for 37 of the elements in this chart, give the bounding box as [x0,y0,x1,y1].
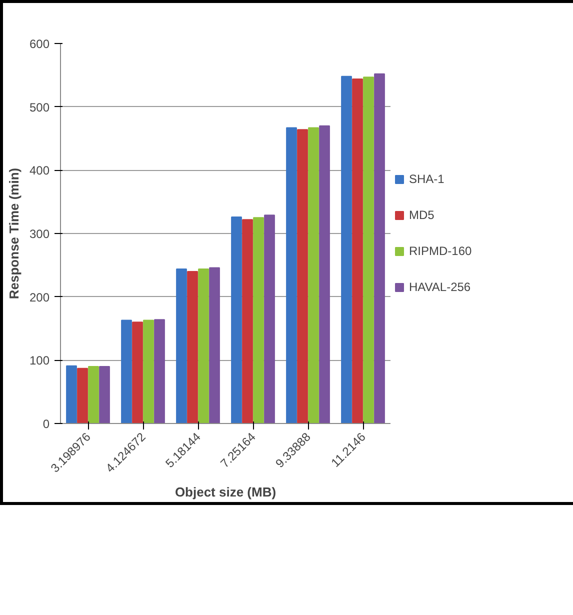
legend-label: RIPMD-160 [409,244,472,258]
bar [374,73,385,424]
bar [242,219,253,424]
bar [143,320,154,424]
bar [176,268,187,424]
bar [319,125,330,424]
bar [352,78,363,424]
bar [154,319,165,424]
bar [187,271,198,424]
bar [88,366,99,424]
bar [253,217,264,424]
y-tick-label: 0 [42,417,50,431]
y-tick-label: 600 [29,37,50,51]
x-axis-title: Object size (MB) [174,484,276,500]
legend-label: MD5 [409,208,434,222]
bar [231,216,242,424]
bar [121,320,132,424]
y-axis-title: Response Time (min) [6,168,22,300]
bar [363,76,374,424]
bar [132,322,143,424]
y-tick-label: 500 [29,100,50,114]
legend-label: HAVAL-256 [409,280,471,294]
y-tick-label: 100 [29,354,50,368]
bar [308,127,319,424]
legend-label: SHA-1 [409,172,444,186]
bar [198,268,209,424]
bar [99,366,110,424]
bar [209,267,220,424]
y-tick-label: 400 [29,164,50,178]
y-tick-label: 200 [29,290,50,304]
bar [264,214,275,424]
y-tick-label: 300 [29,227,50,241]
bar [297,129,308,424]
bar [341,76,352,424]
bar [77,368,88,424]
bar [66,365,77,424]
bar [286,127,297,424]
